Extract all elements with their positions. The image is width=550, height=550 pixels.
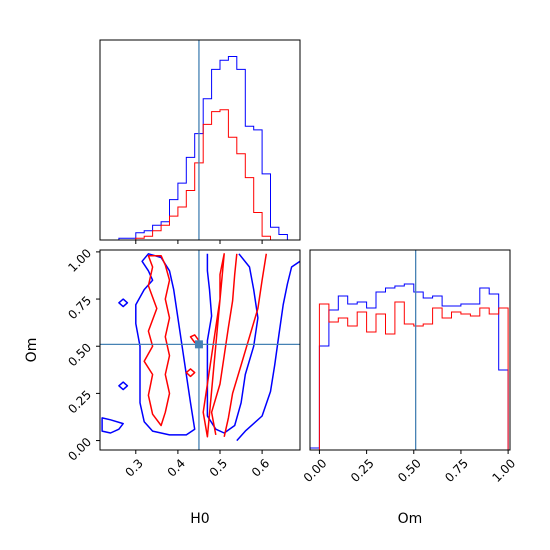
om-hist-frame xyxy=(309,249,511,451)
h0-tick-label-0.4: 0.4 xyxy=(165,456,188,479)
om-xtick-label-0.00: 0.00 xyxy=(301,456,330,485)
joint-truth-marker xyxy=(194,340,203,349)
om-xtick-label-0.25: 0.25 xyxy=(348,456,377,485)
h0-tick-label-0.3: 0.3 xyxy=(123,456,146,479)
contour-line-7 xyxy=(143,254,171,427)
contour-line-1 xyxy=(101,417,124,434)
contour-line-12 xyxy=(223,253,268,437)
om-xtick-label-1.00: 1.00 xyxy=(489,456,518,485)
contour-line-2 xyxy=(135,253,196,436)
om-ytick-label-0.25: 0.25 xyxy=(65,388,94,417)
contour-line-6 xyxy=(118,381,129,391)
om-ytick-label-0.50: 0.50 xyxy=(65,340,94,369)
om-hist-series-1 xyxy=(309,283,509,450)
contour-line-10 xyxy=(202,253,225,438)
h0-histogram-panel xyxy=(99,39,301,244)
contour-line-3 xyxy=(206,253,259,434)
h0-hist-series-1 xyxy=(102,56,296,241)
om-histogram-panel: 0.00 0.25 0.50 0.75 1.00 xyxy=(301,249,518,485)
om-ytick-label-0.75: 0.75 xyxy=(65,293,94,322)
om-xtick-label-0.75: 0.75 xyxy=(442,456,471,485)
contour-line-5 xyxy=(118,298,129,308)
om-ytick-label-0.00: 0.00 xyxy=(65,435,94,464)
h0-tick-label-0.5: 0.5 xyxy=(207,456,230,479)
joint-contours xyxy=(101,253,300,442)
joint-contour-panel: 0.3 0.4 0.5 0.6 0.00 0.25 0.50 0.75 1.00 xyxy=(65,246,301,480)
contour-line-4 xyxy=(236,260,300,442)
om-hist-series-2 xyxy=(310,301,509,451)
om-xtick-label-0.50: 0.50 xyxy=(395,456,424,485)
joint-frame xyxy=(99,249,301,451)
h0-hist-series-2 xyxy=(102,109,296,241)
x-axis-label-om: Om xyxy=(398,511,423,527)
h0-tick-label-0.6: 0.6 xyxy=(249,456,272,479)
h0-hist-frame xyxy=(99,39,301,241)
contour-line-11 xyxy=(210,253,238,436)
y-axis-label-om: Om xyxy=(24,338,40,363)
x-axis-label-h0: H0 xyxy=(190,511,209,527)
om-ytick-label-1.00: 1.00 xyxy=(65,246,94,275)
contour-line-9 xyxy=(185,368,196,378)
